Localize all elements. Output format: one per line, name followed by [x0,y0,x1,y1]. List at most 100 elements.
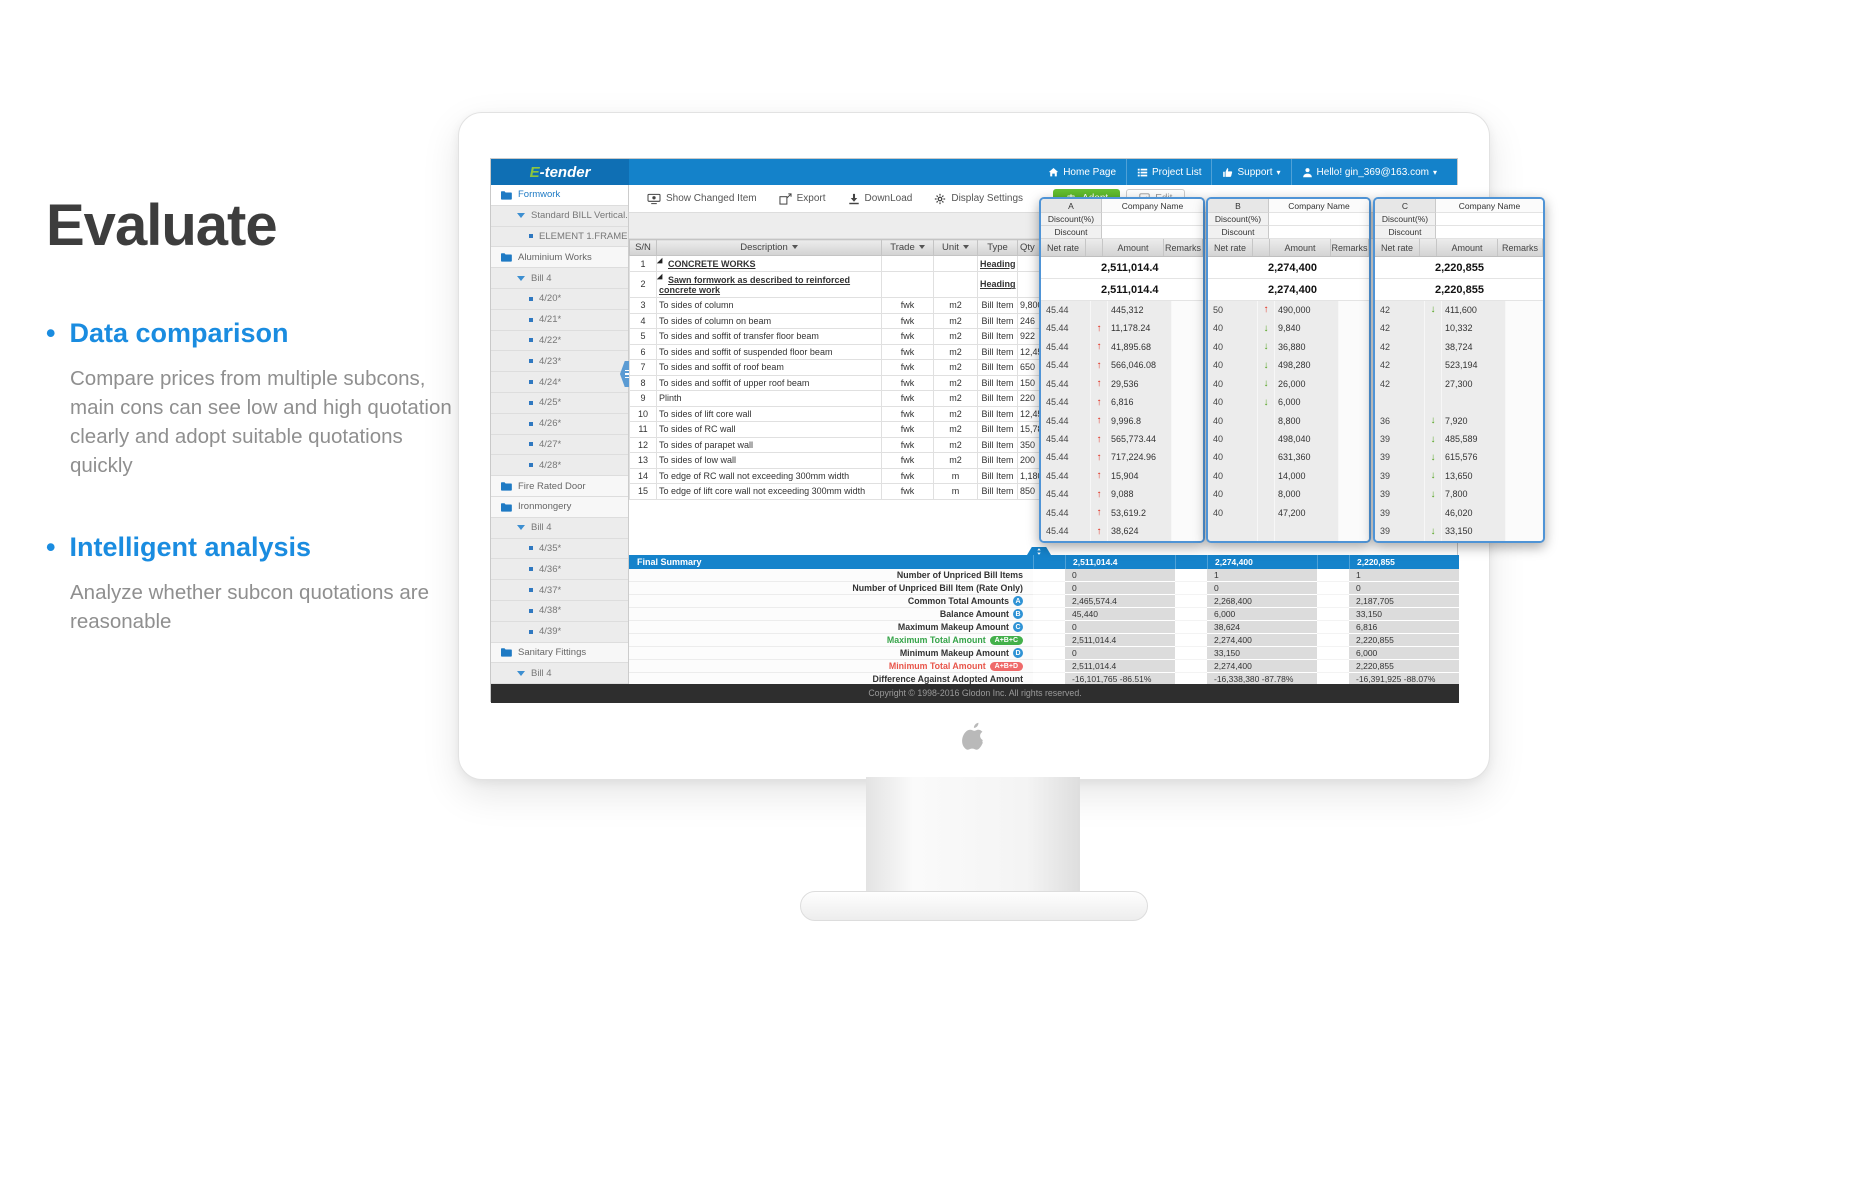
amount-value[interactable]: 26,000 [1275,374,1339,394]
remarks-cell[interactable] [1172,318,1203,339]
remarks-cell[interactable] [1339,411,1369,431]
amount-value[interactable]: 498,280 [1275,355,1339,376]
amount-value[interactable]: 38,724 [1442,337,1506,357]
remarks-cell[interactable] [1506,522,1543,541]
table-row[interactable]: 12 To sides of parapet wall fwk m2 Bill Item… [629,436,1062,453]
sidebar-item-4-21-[interactable]: 4/21* [491,309,628,331]
amount-value[interactable]: 411,600 [1442,300,1506,320]
amount-value[interactable]: 523,194 [1442,355,1506,376]
table-row[interactable]: 4 To sides of column on beam fwk m2 Bill Ite… [629,312,1062,329]
table-row[interactable]: 10 To sides of lift core wall fwk m2 Bill It… [629,405,1062,422]
amount-value[interactable]: 38,624 [1108,522,1172,541]
remarks-cell[interactable] [1339,374,1369,394]
amount-value[interactable]: 9,996.8 [1108,411,1172,431]
sidebar-item-4-25-[interactable]: 4/25* [491,392,628,414]
column-header-unit[interactable]: Unit [933,239,978,256]
sidebar-item-sanitary-fittings[interactable]: Sanitary Fittings [491,642,628,664]
table-row[interactable]: 2 Sawn formwork as described to reinforce… [629,271,1062,298]
column-header-type[interactable]: Type [977,239,1018,256]
app-logo[interactable]: E -tender [491,159,629,185]
amount-value[interactable]: 53,619.2 [1108,503,1172,524]
remarks-cell[interactable] [1506,374,1543,394]
amount-value[interactable]: 485,589 [1442,429,1506,450]
tree-expand-icon[interactable] [657,257,666,267]
summary-expand-tab[interactable] [1027,547,1051,555]
remarks-cell[interactable] [1172,411,1203,431]
amount-value[interactable]: 9,088 [1108,485,1172,505]
sidebar-item-element-1-frame[interactable]: ELEMENT 1.FRAME [491,226,628,248]
column-header-trade[interactable]: Trade [881,239,934,256]
remarks-cell[interactable] [1172,429,1203,450]
tree-expand-icon[interactable] [657,273,666,282]
discount-value-cell[interactable] [1102,226,1203,239]
amount-value[interactable]: 9,840 [1275,318,1339,339]
column-header-description[interactable]: Description [656,239,882,256]
sidebar-item-4-22-[interactable]: 4/22* [491,330,628,352]
sidebar-item-4-28-[interactable]: 4/28* [491,455,628,477]
toolbar-download-button[interactable]: DownLoad [848,193,912,205]
remarks-cell[interactable] [1339,522,1369,541]
sidebar-item-bill-4[interactable]: Bill 4 [491,517,628,539]
amount-value[interactable]: 7,920 [1442,411,1506,431]
discount-value-cell[interactable] [1269,226,1369,239]
remarks-cell[interactable] [1506,411,1543,431]
toolbar-display-settings-button[interactable]: Display Settings [934,193,1023,205]
sidebar-item-4-20-[interactable]: 4/20* [491,288,628,310]
toolbar-export-button[interactable]: Export [779,192,826,205]
remarks-cell[interactable] [1172,448,1203,468]
discount-value-cell[interactable] [1436,226,1543,239]
amount-value[interactable]: 27,300 [1442,374,1506,394]
remarks-cell[interactable] [1172,392,1203,413]
sidebar-item-4-27-[interactable]: 4/27* [491,434,628,456]
amount-value[interactable]: 11,178.24 [1108,318,1172,339]
remarks-cell[interactable] [1506,448,1543,468]
table-row[interactable]: 6 To sides and soffit of suspended floor … [629,343,1062,360]
amount-value[interactable]: 7,800 [1442,485,1506,505]
remarks-cell[interactable] [1339,466,1369,487]
remarks-cell[interactable] [1506,503,1543,524]
amount-value[interactable]: 29,536 [1108,374,1172,394]
remarks-cell[interactable] [1339,318,1369,339]
remarks-cell[interactable] [1172,466,1203,487]
toolbar-show-changed-item-button[interactable]: Show Changed Item [647,193,757,205]
amount-value[interactable]: 615,576 [1442,448,1506,468]
amount-value[interactable]: 717,224.96 [1108,448,1172,468]
sidebar-item-bill-4[interactable]: Bill 4 [491,268,628,289]
remarks-cell[interactable] [1506,300,1543,320]
remarks-cell[interactable] [1339,429,1369,450]
sidebar-item-bill-4[interactable]: Bill 4 [491,663,628,685]
column-header-s-n[interactable]: S/N [629,239,657,256]
amount-value[interactable]: 13,650 [1442,466,1506,487]
sidebar-item-4-26-[interactable]: 4/26* [491,413,628,435]
amount-value[interactable]: 6,000 [1275,392,1339,413]
amount-value[interactable]: 41,895.68 [1108,337,1172,357]
remarks-cell[interactable] [1339,300,1369,320]
remarks-cell[interactable] [1172,485,1203,505]
amount-value[interactable]: 14,000 [1275,466,1339,487]
remarks-cell[interactable] [1172,300,1203,320]
table-row[interactable]: 8 To sides and soffit of upper roof beam f… [629,374,1062,391]
remarks-cell[interactable] [1172,522,1203,541]
table-row[interactable]: 14 To edge of RC wall not exceeding 300mm… [629,467,1062,484]
amount-value[interactable]: 46,020 [1442,503,1506,524]
amount-value[interactable]: 565,773.44 [1108,429,1172,450]
amount-value[interactable]: 490,000 [1275,300,1339,320]
remarks-cell[interactable] [1172,337,1203,357]
remarks-cell[interactable] [1339,337,1369,357]
amount-value[interactable]: 8,800 [1275,411,1339,431]
sidebar-item-4-38-[interactable]: 4/38* [491,600,628,622]
sidebar-item-fire-rated-door[interactable]: Fire Rated Door [491,476,628,497]
table-row[interactable]: 7 To sides and soffit of roof beam fwk m2 Bi… [629,359,1062,376]
nav-item-support[interactable]: Support ▾ [1211,159,1290,185]
amount-value[interactable]: 36,880 [1275,337,1339,357]
amount-value[interactable]: 47,200 [1275,503,1339,524]
sidebar-item-aluminium-works[interactable]: Aluminium Works [491,247,628,269]
remarks-cell[interactable] [1339,448,1369,468]
sidebar-item-4-39-[interactable]: 4/39* [491,621,628,643]
amount-value[interactable]: 498,040 [1275,429,1339,450]
remarks-cell[interactable] [1172,503,1203,524]
amount-value[interactable]: 445,312 [1108,300,1172,320]
remarks-cell[interactable] [1506,392,1543,413]
remarks-cell[interactable] [1506,318,1543,339]
remarks-cell[interactable] [1339,355,1369,376]
